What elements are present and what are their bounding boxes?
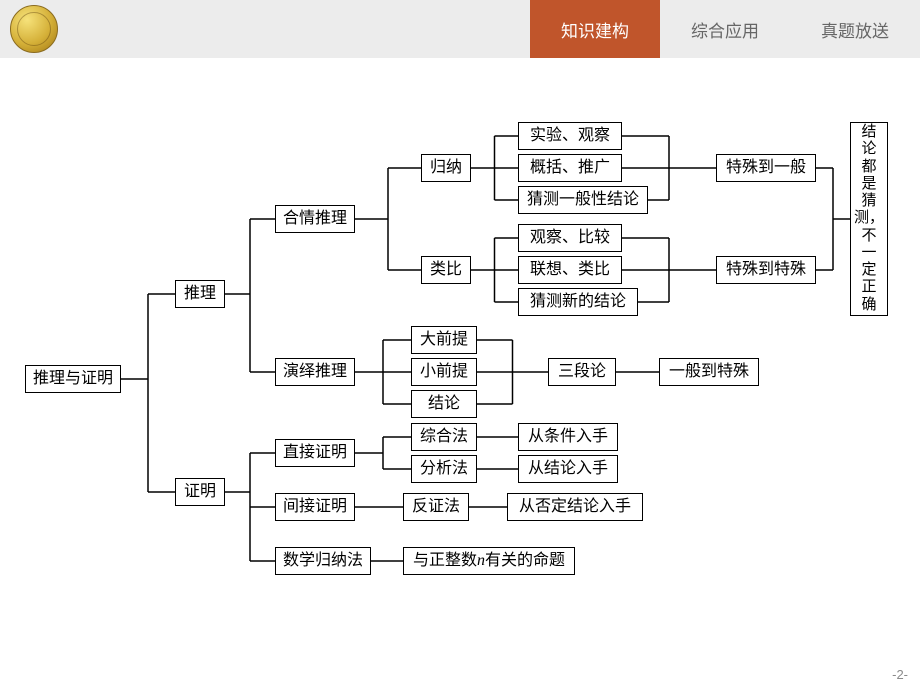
tree-diagram: 推理与证明 推理证明 合情推理演绎推理 归纳类比 实验、观察概括、推广猜测一般性结论观察… xyxy=(0,100,920,590)
node-lianxiang: 联想、类比 xyxy=(518,256,622,284)
node-guancha: 观察、比较 xyxy=(518,224,622,252)
node-jielun: 结论都是猜测，不一定正确 xyxy=(850,122,888,316)
node-zhijie: 直接证明 xyxy=(275,439,355,467)
node-leibi: 类比 xyxy=(421,256,471,284)
node-caiceyb: 猜测一般性结论 xyxy=(518,186,648,214)
node-teyi: 特殊到一般 xyxy=(716,154,816,182)
node-fanzheng: 反证法 xyxy=(403,493,469,521)
node-zzs: 与正整数n有关的命题 xyxy=(403,547,575,575)
node-daqian: 大前提 xyxy=(411,326,477,354)
page-number: -2- xyxy=(892,667,908,682)
node-ybte: 一般到特殊 xyxy=(659,358,759,386)
node-gaikuo: 概括、推广 xyxy=(518,154,622,182)
node-root: 推理与证明 xyxy=(25,365,121,393)
node-tuili: 推理 xyxy=(175,280,225,308)
node-tete: 特殊到特殊 xyxy=(716,256,816,284)
node-caicexin: 猜测新的结论 xyxy=(518,288,638,316)
logo-seal xyxy=(10,5,58,53)
node-sanduan: 三段论 xyxy=(548,358,616,386)
node-shiyan: 实验、观察 xyxy=(518,122,622,150)
node-zonghe: 综合法 xyxy=(411,423,477,451)
tab-knowledge[interactable]: 知识建构 xyxy=(530,0,660,58)
node-congjl: 从结论入手 xyxy=(518,455,618,483)
topbar: 知识建构 综合应用 真题放送 xyxy=(0,0,920,58)
tabs: 知识建构 综合应用 真题放送 xyxy=(530,0,920,58)
node-shugui: 数学归纳法 xyxy=(275,547,371,575)
node-yanyi: 演绎推理 xyxy=(275,358,355,386)
node-heqing: 合情推理 xyxy=(275,205,355,233)
node-xiaoqian: 小前提 xyxy=(411,358,477,386)
node-fenxi: 分析法 xyxy=(411,455,477,483)
node-congfd: 从否定结论入手 xyxy=(507,493,643,521)
node-congtj: 从条件入手 xyxy=(518,423,618,451)
tab-application[interactable]: 综合应用 xyxy=(660,0,790,58)
node-zheng: 证明 xyxy=(175,478,225,506)
node-guina: 归纳 xyxy=(421,154,471,182)
tab-exam[interactable]: 真题放送 xyxy=(790,0,920,58)
node-jianjie: 间接证明 xyxy=(275,493,355,521)
node-jlun: 结论 xyxy=(411,390,477,418)
